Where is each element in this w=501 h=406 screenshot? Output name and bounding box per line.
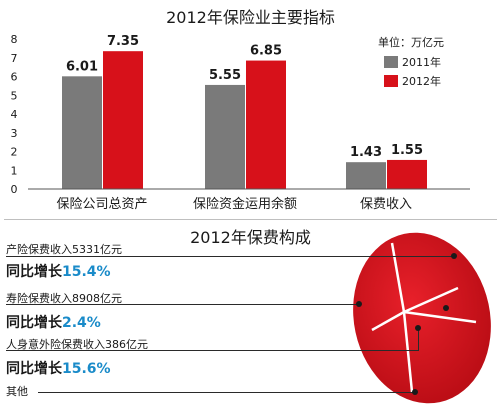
bar-chart-title: 2012年保险业主要指标 xyxy=(166,8,335,27)
breakdown-item-other: 其他 xyxy=(6,383,28,399)
bar-chart: 0 1 2 3 4 5 6 7 8 6.01 7.35 5.55 6.85 1.43 1.55 保险公司总… xyxy=(11,33,470,212)
bar-2011年-1 xyxy=(205,84,245,189)
section-divider xyxy=(4,219,497,220)
breakdown-label: 其他 xyxy=(6,385,28,398)
bar-2011年-0 xyxy=(62,76,102,189)
legend-label-2012: 2012年 xyxy=(402,74,441,88)
pie-disc xyxy=(353,232,491,404)
leader-line xyxy=(6,304,358,305)
growth-value: 2.4% xyxy=(62,315,101,331)
growth-prefix: 同比增长 xyxy=(6,264,62,280)
bar-2012年-0 xyxy=(103,51,143,189)
pie-slice-divider xyxy=(371,310,405,332)
legend-swatch-2012 xyxy=(384,75,398,87)
pie-slice-divider xyxy=(402,311,414,393)
bar-value-label: 6.85 xyxy=(250,44,282,59)
leader-line xyxy=(6,350,418,351)
bar-2011年-2 xyxy=(346,162,386,189)
bar-2012年-2 xyxy=(387,159,427,189)
bar-value-label: 6.01 xyxy=(66,59,98,74)
legend-swatch-2011 xyxy=(384,56,398,68)
y-tick-label: 8 xyxy=(11,33,18,46)
y-tick-label: 3 xyxy=(11,127,18,140)
category-label: 保费收入 xyxy=(360,197,412,212)
leader-line xyxy=(6,256,454,257)
breakdown-item-life: 寿险保费收入8908亿元 同比增长2.4% xyxy=(6,290,122,332)
pie-slice-divider xyxy=(403,310,477,324)
y-tick-label: 4 xyxy=(11,108,18,121)
leader-line xyxy=(38,392,414,393)
bar-2012年-1 xyxy=(246,60,286,189)
pie-dot xyxy=(443,305,449,311)
bar-value-label: 7.35 xyxy=(107,34,139,49)
breakdown-label: 产险保费收入5331亿元 xyxy=(6,243,122,256)
bar-value-label: 5.55 xyxy=(209,68,241,83)
category-label: 保险公司总资产 xyxy=(56,197,147,212)
leader-dot xyxy=(412,389,418,395)
leader-line xyxy=(418,328,419,351)
leader-dot xyxy=(356,301,362,307)
y-tick-label: 6 xyxy=(11,71,18,84)
y-tick-label: 2 xyxy=(11,146,18,159)
pie-chart-title: 2012年保费构成 xyxy=(190,228,311,247)
bar-value-label: 1.43 xyxy=(350,145,382,160)
y-tick-label: 5 xyxy=(11,89,18,102)
legend-label-2011: 2011年 xyxy=(402,55,441,69)
leader-dot xyxy=(451,253,457,259)
breakdown-growth: 同比增长15.6% xyxy=(6,358,148,378)
growth-value: 15.4% xyxy=(62,264,111,280)
y-tick-label: 1 xyxy=(11,164,18,177)
y-tick-label: 7 xyxy=(11,52,18,65)
breakdown-item-property: 产险保费收入5331亿元 同比增长15.4% xyxy=(6,241,122,281)
category-label: 保险资金运用余额 xyxy=(193,196,297,212)
leader-dot xyxy=(415,325,421,331)
growth-prefix: 同比增长 xyxy=(6,315,62,331)
unit-label: 单位：万亿元 xyxy=(378,35,444,49)
breakdown-label: 寿险保费收入8908亿元 xyxy=(6,292,122,305)
bar-value-label: 1.55 xyxy=(391,143,423,158)
breakdown-item-accident: 人身意外险保费收入386亿元 同比增长15.6% xyxy=(6,336,148,378)
growth-prefix: 同比增长 xyxy=(6,361,62,377)
breakdown-growth: 同比增长2.4% xyxy=(6,312,122,332)
growth-value: 15.6% xyxy=(62,361,111,377)
breakdown-label: 人身意外险保费收入386亿元 xyxy=(6,338,148,351)
y-tick-label: 0 xyxy=(11,183,18,196)
breakdown-growth: 同比增长15.4% xyxy=(6,261,122,281)
